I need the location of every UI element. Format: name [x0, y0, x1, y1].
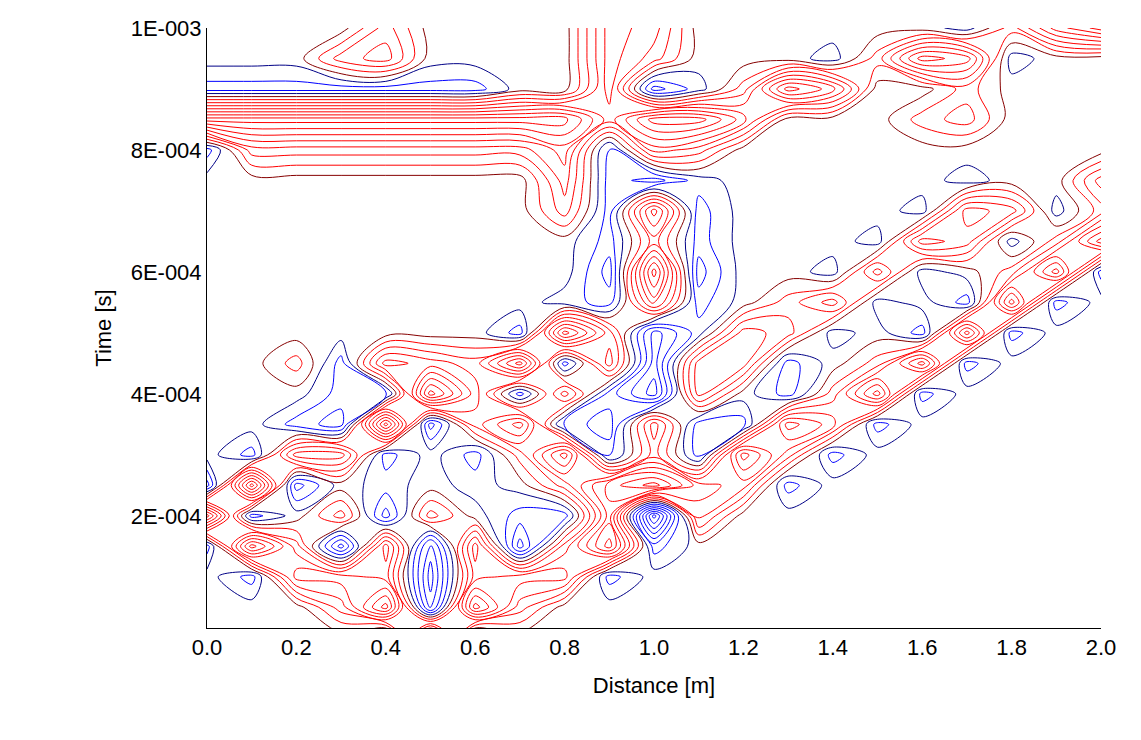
svg-text:1E-003: 1E-003	[131, 16, 202, 41]
svg-text:Time [s]: Time [s]	[91, 289, 116, 366]
svg-text:0.6: 0.6	[460, 635, 491, 660]
svg-text:1.2: 1.2	[728, 635, 759, 660]
svg-text:2E-004: 2E-004	[131, 504, 202, 529]
svg-text:4E-004: 4E-004	[131, 382, 202, 407]
svg-text:0.2: 0.2	[281, 635, 312, 660]
svg-text:6E-004: 6E-004	[131, 260, 202, 285]
svg-text:1.6: 1.6	[907, 635, 938, 660]
svg-text:0.8: 0.8	[549, 635, 580, 660]
svg-text:1.0: 1.0	[639, 635, 670, 660]
svg-text:8E-004: 8E-004	[131, 138, 202, 163]
svg-text:0.4: 0.4	[371, 635, 402, 660]
svg-text:1.4: 1.4	[818, 635, 849, 660]
svg-text:2.0: 2.0	[1086, 635, 1117, 660]
svg-text:1.8: 1.8	[996, 635, 1027, 660]
svg-text:Distance [m]: Distance [m]	[593, 673, 715, 698]
svg-text:0.0: 0.0	[192, 635, 223, 660]
